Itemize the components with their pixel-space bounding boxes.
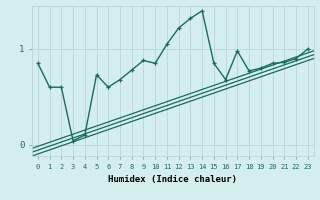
X-axis label: Humidex (Indice chaleur): Humidex (Indice chaleur): [108, 175, 237, 184]
